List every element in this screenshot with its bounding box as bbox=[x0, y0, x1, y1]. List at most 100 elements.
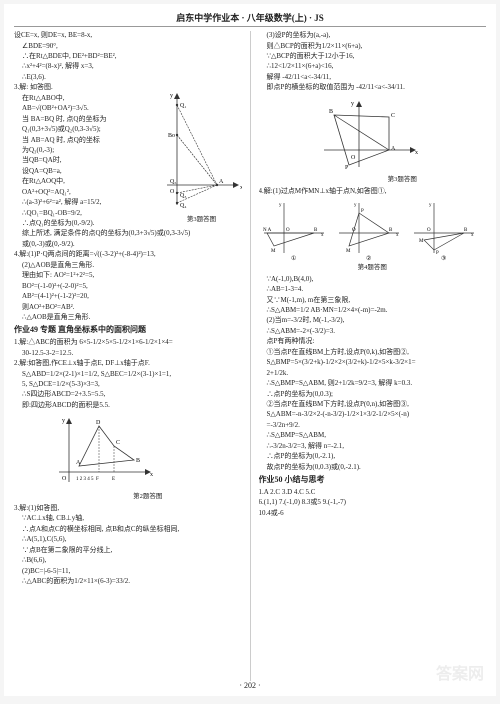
text-line: ∵△BCP的面积大于12小于16, bbox=[259, 52, 487, 61]
svg-text:O: O bbox=[170, 189, 175, 195]
svg-text:x: x bbox=[471, 233, 474, 238]
quadrilateral-plot-icon: O x y 1 2 3 4 5 A D C B F E bbox=[54, 412, 154, 492]
svg-text:y: y bbox=[279, 203, 282, 208]
svg-text:B: B bbox=[464, 228, 468, 233]
text-line: (3)设P的坐标为(a,-a), bbox=[259, 31, 487, 40]
text-line: 4.解:(1)过点M作MN⊥x轴于点N,如答图①, bbox=[259, 187, 487, 196]
text-line: 点P有两种情况: bbox=[259, 337, 487, 346]
text-line: ∴S△BMP=S△ABM, 则2+1/2k=9/2=3, 解得 k=0.3. bbox=[259, 379, 487, 388]
text-line: 即:四边形ABCD的面积是5.5. bbox=[14, 401, 242, 410]
svg-text:P: P bbox=[345, 165, 349, 171]
svg-text:F: F bbox=[96, 477, 99, 482]
text-line: ∴B(6,6), bbox=[14, 556, 242, 565]
svg-text:D: D bbox=[96, 420, 101, 426]
text-line: 2.解:如答图,作CE⊥x轴于点E, DF⊥x轴于点F. bbox=[14, 359, 242, 368]
text-line: ①当点P在直线BM上方时,设点P(0,k),如答图②, bbox=[259, 348, 487, 357]
text-line: 30-12.5-3-2=12.5. bbox=[14, 349, 242, 358]
text-line: ∴12<1/2×11×(6+a)<16, bbox=[259, 62, 487, 71]
three-panel-plot-icon: N A B M O x y ① P B bbox=[259, 198, 479, 263]
svg-text:y: y bbox=[354, 203, 357, 208]
column-container: 设CE=x, 则DE=x, BE=8-x, ∠BDE=90°, ∴在Rt△BDE… bbox=[14, 31, 486, 681]
svg-text:y: y bbox=[351, 101, 354, 107]
text-line: ∠BDE=90°, bbox=[14, 42, 242, 51]
svg-text:N A: N A bbox=[263, 228, 272, 233]
text-line: 解得 -42/11<a<-34/11, bbox=[259, 73, 487, 82]
svg-text:B: B bbox=[314, 228, 318, 233]
text-line: =-3/2n+9/2. bbox=[259, 421, 487, 430]
svg-text:1 2 3 4 5: 1 2 3 4 5 bbox=[76, 477, 94, 482]
svg-text:Bo: Bo bbox=[168, 133, 175, 139]
text-line: 5, S△DCE=1/2×(5-3)×3=3, bbox=[14, 380, 242, 389]
svg-text:y: y bbox=[62, 418, 65, 424]
svg-text:x: x bbox=[240, 185, 242, 191]
text-line: ∴-3/2n-3/2=3, 解得 n=-2.1, bbox=[259, 442, 487, 451]
figure-3-q: x y Q₁ Bo A Q₃ Q₄ Q₅ O 第3题答图 bbox=[162, 85, 242, 225]
page-number: · 202 · bbox=[4, 681, 496, 692]
text-line: ∴点P的坐标为(0,0.3); bbox=[259, 390, 487, 399]
svg-text:②: ② bbox=[366, 255, 371, 262]
svg-text:M: M bbox=[271, 249, 276, 254]
svg-text:C: C bbox=[116, 440, 120, 446]
text-line: ②当点P在直线BM下方时,设点P(0,n),如答图③, bbox=[259, 400, 487, 409]
figure-caption: 第3题答图 bbox=[162, 216, 242, 225]
svg-text:P: P bbox=[436, 251, 439, 256]
text-line: 4.解:(1)P·Q两点间的距离=√((-3-2)²+(-8-4)²)=13, bbox=[14, 250, 242, 259]
svg-text:P: P bbox=[361, 209, 364, 214]
triangle-plot-icon: O x y B C A P bbox=[319, 95, 419, 175]
figure-caption: 第2题答图 bbox=[54, 493, 242, 502]
figure-2-abcd: O x y 1 2 3 4 5 A D C B F E 第2题答图 bbox=[54, 412, 242, 502]
text-line: 6.(1,1) 7.(-1,0) 8.3或5 9.(-1,-7) bbox=[259, 498, 487, 507]
text-line: ∴点A和点C的横坐标相同, 点B和点C的纵坐标相同, bbox=[14, 525, 242, 534]
svg-text:A: A bbox=[391, 146, 396, 152]
text-line: BO²=(-1-0)²+(-2-0)²=5, bbox=[14, 282, 242, 291]
text-line: 设CE=x, 则DE=x, BE=8-x, bbox=[14, 31, 242, 40]
homework-49-title: 作业49 专题 直角坐标系中的面积问题 bbox=[14, 325, 242, 336]
svg-text:Q₄: Q₄ bbox=[180, 203, 186, 209]
text-line: ∴△ABC的面积为1/2×11×(6-3)=33/2. bbox=[14, 577, 242, 586]
text-line: ∵点B在第二象限的平分线上, bbox=[14, 546, 242, 555]
text-line: S△ABD=1/2×(2-1)×1=1/2, S△BEC=1/2×(3-1)×1… bbox=[14, 370, 242, 379]
text-line: 故点P的坐标为(0,0.3)或(0,-2.1). bbox=[259, 463, 487, 472]
text-line: ∵AC⊥x轴, CB⊥y轴, bbox=[14, 514, 242, 523]
svg-text:B: B bbox=[136, 458, 140, 464]
figure-3-bcp: O x y B C A P 第3题答图 bbox=[319, 95, 487, 185]
svg-text:Q₁: Q₁ bbox=[180, 103, 186, 109]
text-line: S△BMP=5×(3/2+k)-1/2×2×(3/2+k)-1/2×5×k-3/… bbox=[259, 358, 487, 367]
text-line: ∵A(-1,0),B(4,0), bbox=[259, 275, 487, 284]
svg-text:O: O bbox=[352, 228, 356, 233]
svg-text:Q₅: Q₅ bbox=[170, 179, 176, 185]
text-line: 则AO²+BO²=AB². bbox=[14, 303, 242, 312]
svg-text:O: O bbox=[62, 476, 67, 482]
svg-text:B: B bbox=[389, 228, 393, 233]
text-line: (2)当m=-3/2时, M(-1,-3/2), bbox=[259, 316, 487, 325]
svg-text:E: E bbox=[112, 477, 115, 482]
page: 启东中学作业本 · 八年级数学(上) · JS 设CE=x, 则DE=x, BE… bbox=[4, 4, 496, 696]
text-line: ∴△AOB是直角三角形. bbox=[14, 313, 242, 322]
text-line: ∴S△BMP=S△ABM, bbox=[259, 431, 487, 440]
text-line: 1.A 2.C 3.D 4.C 5.C bbox=[259, 488, 487, 497]
text-line: ∴S△ABM=-2×(-3/2)=3. bbox=[259, 327, 487, 336]
text-line: 2+1/2k. bbox=[259, 369, 487, 378]
svg-text:M: M bbox=[419, 239, 424, 244]
text-line: ∴A(5,1),C(5,6), bbox=[14, 535, 242, 544]
column-divider bbox=[250, 31, 251, 681]
text-line: ∴S△ABM=1/2 AB·MN=1/2×4×(-m)=-2m. bbox=[259, 306, 487, 315]
coord-plot-icon: x y Q₁ Bo A Q₃ Q₄ Q₅ O bbox=[162, 85, 242, 215]
svg-text:x: x bbox=[396, 233, 399, 238]
text-line: 10.4或-6 bbox=[259, 509, 487, 518]
svg-text:③: ③ bbox=[441, 255, 446, 262]
text-line: ∴x²+4²=(8-x)², 解得 x=3, bbox=[14, 62, 242, 71]
svg-text:Q₃: Q₃ bbox=[180, 193, 186, 199]
watermark: 答案网 bbox=[436, 664, 484, 686]
text-line: 3.解:(1)如答图, bbox=[14, 504, 242, 513]
homework-50-title: 作业50 小结与思考 bbox=[259, 475, 487, 486]
svg-text:B: B bbox=[329, 109, 333, 115]
svg-text:M: M bbox=[346, 249, 351, 254]
text-line: ∴AB=1-3=4. bbox=[259, 285, 487, 294]
figure-caption: 第3题答图 bbox=[319, 176, 487, 185]
text-line: (2)△AOB是直角三角形. bbox=[14, 261, 242, 270]
text-line: AB²=(4-1)²+(-1-2)²=20, bbox=[14, 292, 242, 301]
page-header: 启东中学作业本 · 八年级数学(上) · JS bbox=[14, 12, 486, 27]
text-line: ∴点P的坐标为(0,-2.1), bbox=[259, 452, 487, 461]
text-line: 或(0,-3)或(0,-9/2). bbox=[14, 240, 242, 249]
